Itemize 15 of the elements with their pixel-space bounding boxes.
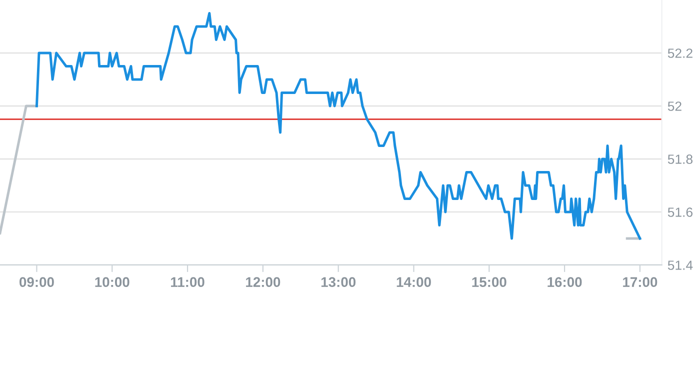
x-tick-label: 14:00 [396, 277, 431, 287]
x-tick-label: 15:00 [472, 277, 506, 287]
line-series [35, 12, 642, 240]
x-tick-label: 16:00 [548, 277, 582, 287]
x-tick-label: 11:00 [171, 277, 204, 287]
x-tick-label: 17:00 [623, 277, 658, 287]
x-tick-label: 10:00 [95, 277, 130, 287]
y-tick-label: 52 [668, 102, 682, 111]
x-tick-label: 09:00 [20, 277, 54, 287]
x-tick-label: 13:00 [321, 277, 356, 288]
x-tick-label: 12:00 [246, 277, 280, 287]
y-tick-label: 52.2 [668, 48, 692, 58]
y-tick-label: 51.8 [668, 154, 692, 164]
y-tick-label: 51.6 [668, 208, 692, 217]
y-tick-label: 51.4 [668, 260, 693, 270]
